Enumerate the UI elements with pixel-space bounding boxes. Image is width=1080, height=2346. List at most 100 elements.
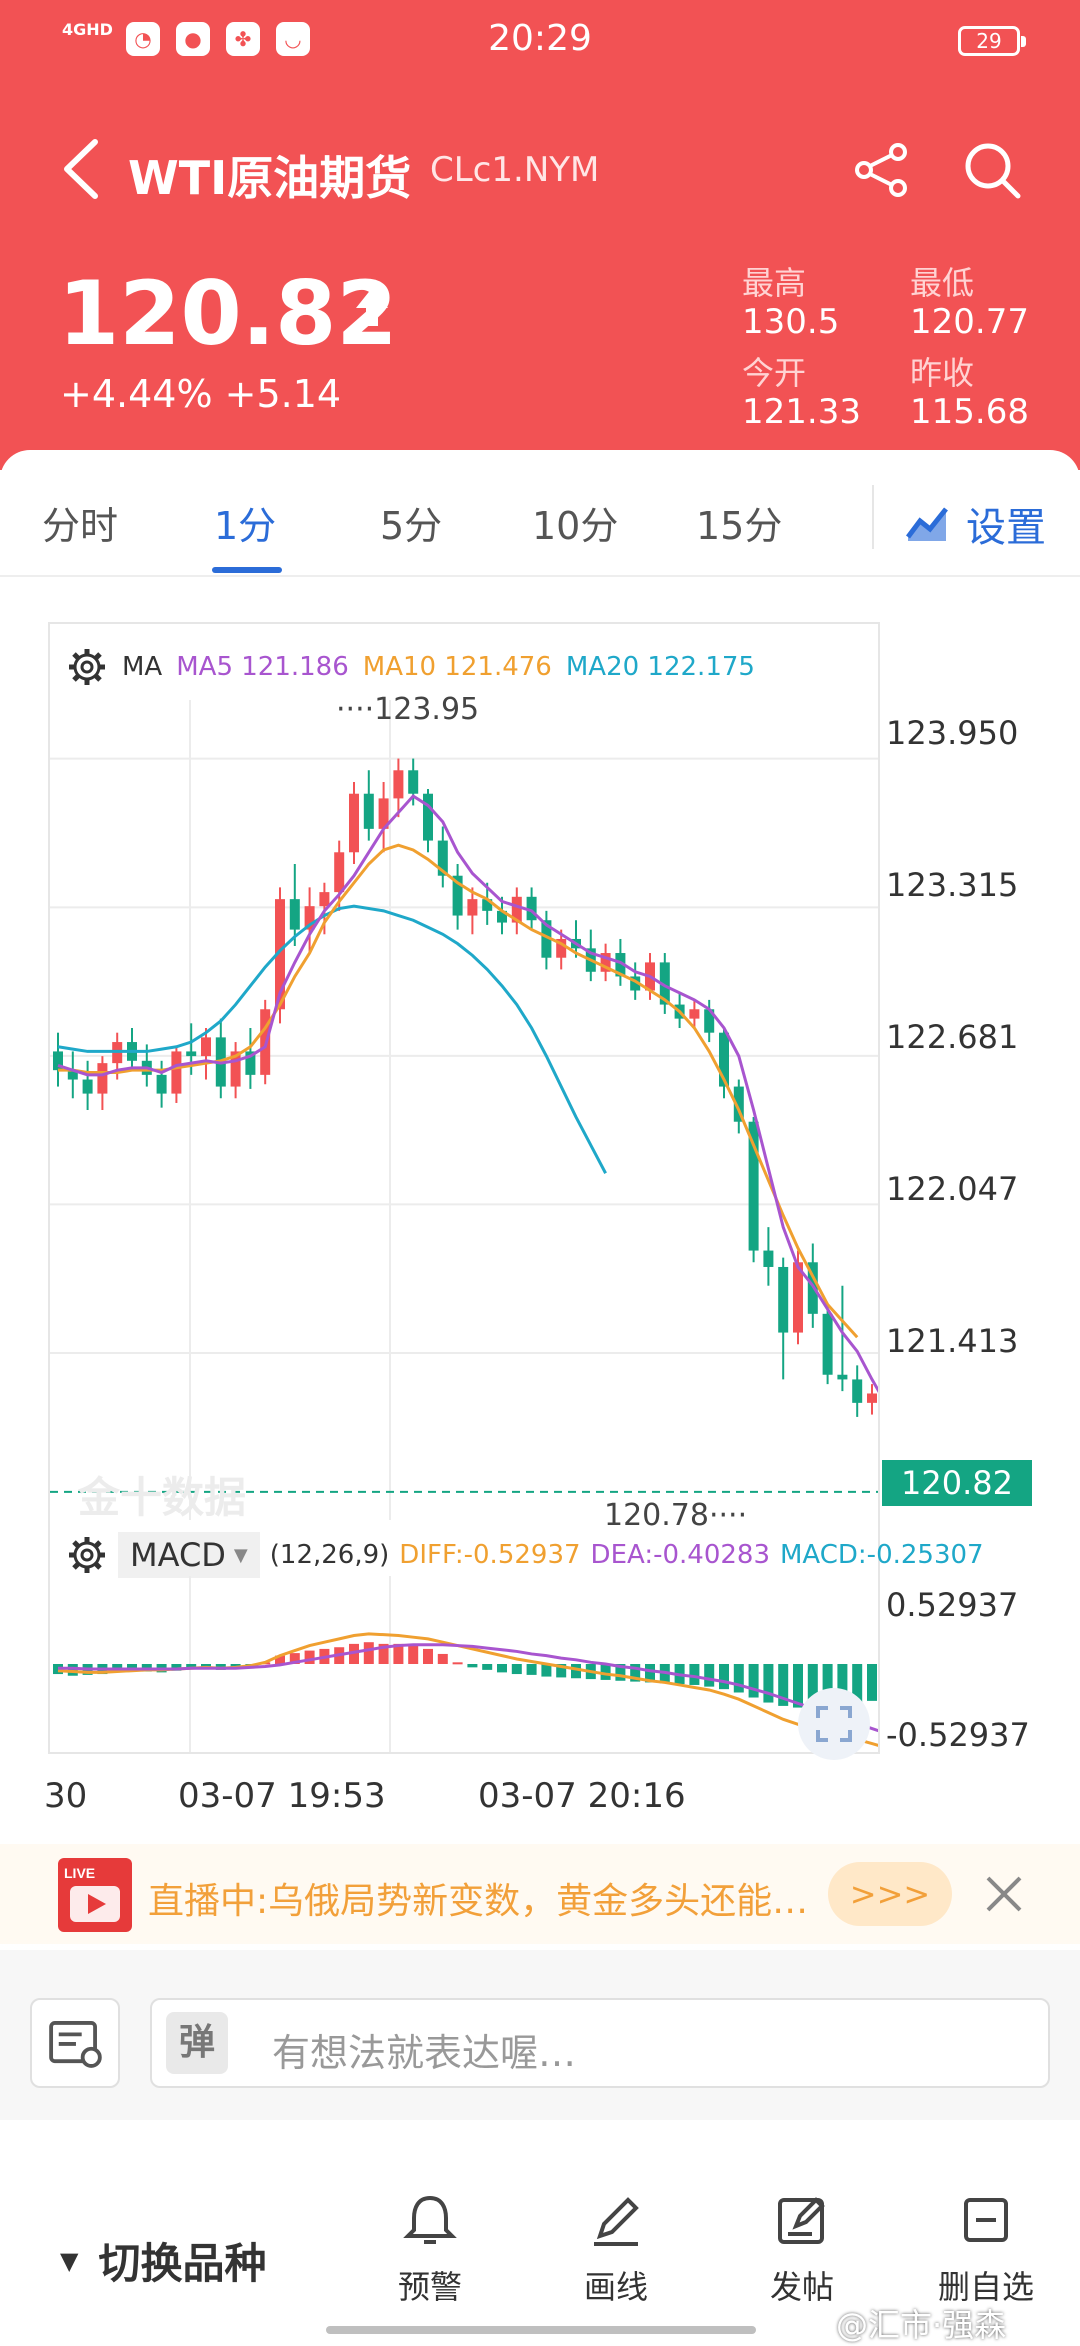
- price-axis-label: 123.315: [886, 866, 1019, 904]
- ma-label: MA: [122, 652, 163, 682]
- tab-intraday[interactable]: 分时: [42, 504, 119, 548]
- candle-body: [793, 1262, 803, 1333]
- macd-value: MACD:-0.25307: [779, 1540, 984, 1570]
- macd-bar: [408, 1645, 419, 1664]
- tab-5min[interactable]: 5分: [380, 504, 443, 548]
- candle-body: [719, 1032, 729, 1087]
- tab-10min[interactable]: 10分: [532, 504, 619, 548]
- comment-placeholder: 有想法就表达喔…: [272, 2031, 577, 2075]
- candle-body: [511, 896, 522, 923]
- candle-body: [289, 899, 300, 930]
- candle-body: [467, 899, 478, 916]
- candlestick-chart[interactable]: [50, 700, 878, 1520]
- fullscreen-button[interactable]: [798, 1688, 870, 1760]
- macd-bar: [497, 1664, 507, 1673]
- fan-notification-icon: ✤: [226, 22, 260, 56]
- high-marker: ····123.95: [336, 692, 480, 727]
- ma-gear-icon[interactable]: [66, 646, 108, 688]
- ma5-line: [57, 794, 878, 1393]
- back-arrow-icon[interactable]: [55, 134, 115, 204]
- caret-down-icon: ▼: [60, 2246, 79, 2275]
- candle-body: [615, 953, 626, 977]
- macd-bar: [719, 1664, 729, 1690]
- macd-bar: [704, 1664, 715, 1687]
- tab-1min[interactable]: 1分: [214, 504, 277, 548]
- alert-button[interactable]: 预警: [370, 2190, 490, 2308]
- macd-gear-icon[interactable]: [66, 1534, 108, 1576]
- post-button[interactable]: 发帖: [742, 2190, 862, 2308]
- macd-bar: [304, 1650, 315, 1664]
- dea-value: DEA:-0.40283: [590, 1540, 770, 1570]
- switch-instrument-button[interactable]: ▼ 切换品种: [60, 2230, 266, 2291]
- quote-header: 4GHD ◔ ● ✤ ◡ 20:29 29 WTI原油期货 CLc1.NYM 1…: [0, 0, 1080, 470]
- live-banner[interactable]: LIVE 直播中:乌俄局势新变数，黄金多头还能… >>>: [0, 1844, 1080, 1944]
- macd-bar: [571, 1664, 581, 1679]
- candle-body: [437, 840, 448, 876]
- close-icon[interactable]: [980, 1870, 1028, 1918]
- ma-legend: MA MA5 121.186 MA10 121.476 MA20 122.175: [66, 646, 755, 688]
- candle-body: [319, 892, 330, 907]
- top-nav: WTI原油期货 CLc1.NYM: [0, 120, 1080, 220]
- remove-watchlist-button[interactable]: 删自选: [926, 2190, 1046, 2308]
- macd-bar: [275, 1655, 285, 1664]
- macd-bar: [837, 1664, 848, 1705]
- comment-input[interactable]: 弹 有想法就表达喔…: [150, 1998, 1050, 2088]
- macd-bar: [689, 1664, 700, 1685]
- high-label: 最高: [742, 264, 807, 302]
- macd-bar: [511, 1664, 522, 1675]
- macd-chart[interactable]: [50, 1576, 878, 1752]
- candle-body: [704, 1009, 715, 1033]
- macd-bar: [645, 1664, 655, 1683]
- banner-headline[interactable]: 直播中:乌俄局势新变数，黄金多头还能…: [148, 1881, 809, 1922]
- chart-frame: [48, 622, 880, 1754]
- play-icon: LIVE: [64, 1865, 120, 1922]
- candle-body: [867, 1393, 877, 1403]
- price-axis-label: 122.681: [886, 1018, 1019, 1056]
- candle-body: [748, 1121, 759, 1251]
- app-notification-icon: ◔: [126, 22, 160, 56]
- settings-button[interactable]: 设置: [966, 505, 1046, 551]
- ma10-value: MA10 121.476: [362, 652, 552, 682]
- candle-body: [497, 910, 507, 923]
- expand-icon: [816, 1706, 852, 1742]
- macd-bar: [467, 1664, 478, 1668]
- macd-axis-top: 0.52937: [886, 1586, 1019, 1624]
- time-axis-label: 30: [44, 1776, 88, 1816]
- candle-body: [393, 770, 404, 799]
- dea-line: [58, 1643, 878, 1733]
- macd-axis-bottom: -0.52937: [886, 1716, 1030, 1754]
- network-indicator: 4GHD: [62, 20, 113, 39]
- draw-line-label: 画线: [583, 2268, 648, 2306]
- candle-body: [630, 976, 641, 991]
- macd-bar: [378, 1643, 389, 1664]
- candle-body: [53, 1051, 63, 1071]
- candle-body: [778, 1266, 789, 1333]
- share-icon[interactable]: [850, 138, 914, 202]
- macd-bar: [289, 1653, 300, 1664]
- danmaku-badge-icon[interactable]: 弹: [166, 2012, 228, 2074]
- status-icons: 4GHD ◔ ● ✤ ◡: [62, 22, 310, 56]
- banner-more-button[interactable]: >>>: [828, 1862, 952, 1926]
- instrument-title: WTI原油期货: [128, 151, 412, 205]
- home-indicator: [326, 2326, 756, 2334]
- price-axis-label: 121.413: [886, 1322, 1019, 1360]
- tab-15min[interactable]: 15分: [696, 504, 783, 548]
- candle-body: [452, 875, 463, 916]
- candle-body: [556, 938, 567, 958]
- draw-line-button[interactable]: 画线: [556, 2190, 676, 2308]
- macd-indicator-select[interactable]: MACD ▼: [118, 1532, 260, 1578]
- candle-body: [541, 920, 552, 958]
- macd-bar: [793, 1664, 803, 1708]
- search-icon[interactable]: [960, 138, 1024, 202]
- battery-icon: 29: [958, 26, 1026, 56]
- chart-settings-icon[interactable]: [906, 499, 950, 543]
- candle-body: [600, 953, 611, 972]
- candle-body: [423, 793, 433, 841]
- macd-params: (12,26,9): [269, 1540, 390, 1570]
- news-feed-button[interactable]: [30, 1998, 120, 2088]
- prev-close-label: 昨收: [910, 354, 975, 392]
- macd-bar: [600, 1664, 611, 1680]
- candle-body: [733, 1086, 744, 1122]
- macd-bar: [452, 1662, 463, 1665]
- period-tabs: 分时 1分 5分 10分 15分 设置: [0, 465, 1080, 577]
